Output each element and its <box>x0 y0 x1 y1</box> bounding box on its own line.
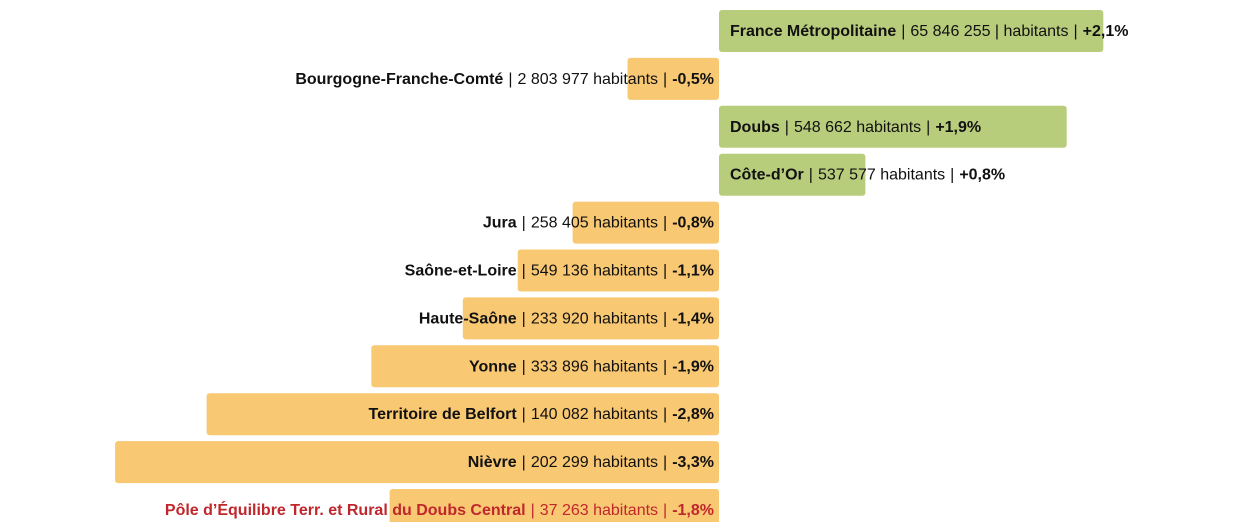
separator: | <box>663 502 667 519</box>
bar <box>371 345 719 388</box>
category-name: Territoire de Belfort <box>369 406 518 423</box>
separator: | <box>522 263 526 280</box>
bar-label: Nièvre | 202 299 habitants | -3,3% <box>468 454 714 471</box>
separator: | <box>785 119 789 136</box>
value-label: -0,8% <box>672 215 714 232</box>
detail: 549 136 habitants <box>531 263 658 280</box>
bar <box>572 201 719 244</box>
category-name: Yonne <box>469 359 517 376</box>
bar <box>517 249 719 292</box>
separator: | <box>522 215 526 232</box>
separator: | <box>663 215 667 232</box>
detail: 2 803 977 habitants <box>517 71 658 88</box>
category-name: Jura <box>483 215 517 232</box>
bar <box>719 10 1104 52</box>
bar <box>115 441 720 484</box>
bar-label: Yonne | 333 896 habitants | -1,9% <box>469 359 714 376</box>
detail: 140 082 habitants <box>531 406 658 423</box>
category-name: Doubs <box>730 119 780 136</box>
bar-label: Territoire de Belfort | 140 082 habitants |… <box>369 406 715 423</box>
category-name: Saône-et-Loire <box>405 263 517 280</box>
detail: 548 662 habitants <box>794 119 921 136</box>
value-label: -1,4% <box>672 311 714 328</box>
separator: | <box>663 311 667 328</box>
separator: | <box>522 406 526 423</box>
value-label: -1,9% <box>672 359 714 376</box>
value-label: +2,1% <box>1083 23 1129 40</box>
separator: | <box>663 263 667 280</box>
bar-label: France Métropolitaine | 65 846 255 | habit… <box>730 23 1128 40</box>
bar-label: Jura | 258 405 habitants | -0,8% <box>483 215 714 232</box>
category-name: Pôle d’Équilibre Terr. et Rural du Doubs… <box>165 500 526 519</box>
value-label: +1,9% <box>935 119 981 136</box>
separator: | <box>663 359 667 376</box>
separator: | <box>531 502 535 519</box>
labels: France Métropolitaine | 65 846 255 | habit… <box>165 23 1129 519</box>
separator: | <box>522 359 526 376</box>
separator: | <box>663 71 667 88</box>
bar-label: Pôle d’Équilibre Terr. et Rural du Doubs… <box>165 500 714 519</box>
bars <box>115 10 1104 522</box>
separator: | <box>522 311 526 328</box>
category-name: Bourgogne-Franche-Comté <box>295 71 503 88</box>
category-name: Côte-d’Or <box>730 167 804 184</box>
bar <box>719 153 866 196</box>
bar-label: Doubs | 548 662 habitants | +1,9% <box>730 119 981 136</box>
detail: 65 846 255 | habitants <box>910 23 1068 40</box>
detail: 37 263 habitants <box>540 502 658 519</box>
separator: | <box>950 167 954 184</box>
bar-label: Côte-d’Or | 537 577 habitants | +0,8% <box>730 167 1005 184</box>
category-name: Haute-Saône <box>419 311 517 328</box>
value-label: -0,5% <box>672 71 714 88</box>
bar-label: Bourgogne-Franche-Comté | 2 803 977 habita… <box>295 71 714 88</box>
separator: | <box>901 23 905 40</box>
separator: | <box>663 454 667 471</box>
value-label: +0,8% <box>959 167 1005 184</box>
separator: | <box>663 406 667 423</box>
detail: 333 896 habitants <box>531 359 658 376</box>
detail: 202 299 habitants <box>531 454 658 471</box>
bar <box>627 57 719 100</box>
detail: 258 405 habitants <box>531 215 658 232</box>
bar <box>719 105 1067 148</box>
value-label: -1,8% <box>672 502 714 519</box>
bar-label: Haute-Saône | 233 920 habitants | -1,4% <box>419 311 714 328</box>
detail: 233 920 habitants <box>531 311 658 328</box>
value-label: -2,8% <box>672 406 714 423</box>
bar <box>389 489 719 522</box>
separator: | <box>809 167 813 184</box>
bar-label: Saône-et-Loire | 549 136 habitants | -1,1% <box>405 263 714 280</box>
category-name: France Métropolitaine <box>730 23 896 40</box>
separator: | <box>522 454 526 471</box>
separator: | <box>1073 23 1077 40</box>
category-name: Nièvre <box>468 454 517 471</box>
bar <box>462 297 719 340</box>
separator: | <box>926 119 930 136</box>
value-label: -3,3% <box>672 454 714 471</box>
separator: | <box>508 71 512 88</box>
detail: 537 577 habitants <box>818 167 945 184</box>
value-label: -1,1% <box>672 263 714 280</box>
bar <box>206 393 720 436</box>
